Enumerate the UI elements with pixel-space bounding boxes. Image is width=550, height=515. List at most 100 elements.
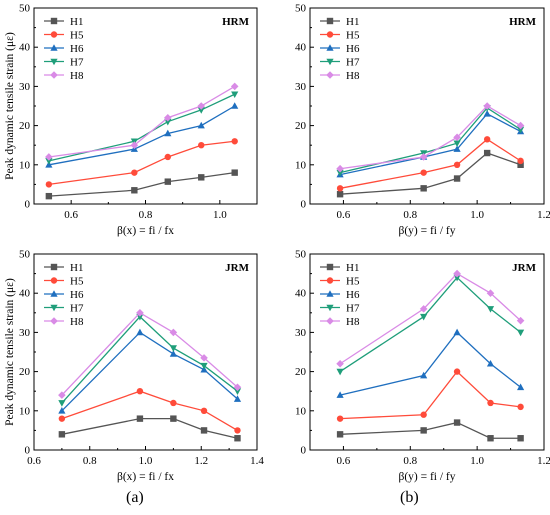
data-point xyxy=(231,169,238,176)
data-point xyxy=(230,82,239,91)
series-H6 xyxy=(58,328,242,414)
chart-title: HRM xyxy=(222,16,250,28)
data-point xyxy=(453,133,461,142)
data-point xyxy=(170,415,177,422)
legend-label: H6 xyxy=(346,43,360,55)
data-point xyxy=(136,328,144,336)
data-point xyxy=(420,313,428,321)
data-point xyxy=(58,431,66,438)
series-line xyxy=(48,171,235,197)
data-point xyxy=(419,305,428,313)
data-point xyxy=(131,169,138,176)
legend-label: H8 xyxy=(346,316,360,328)
legend-marker xyxy=(50,58,58,66)
data-point xyxy=(516,316,525,325)
y-tick-label: 40 xyxy=(19,288,31,300)
data-point xyxy=(231,102,239,109)
legend-marker xyxy=(326,317,334,325)
series-H7 xyxy=(336,274,525,376)
legend-label: H8 xyxy=(70,316,84,328)
x-tick-label: 0.8 xyxy=(139,209,153,221)
x-tick-label: 1.4 xyxy=(250,455,264,467)
legend-marker xyxy=(50,71,58,79)
y-tick-label: 10 xyxy=(19,405,31,417)
data-point xyxy=(453,368,461,375)
y-tick-label: 50 xyxy=(19,249,31,261)
x-tick-label: 0.6 xyxy=(27,455,41,467)
data-point xyxy=(453,175,461,182)
data-point xyxy=(453,328,461,336)
series-line xyxy=(48,105,236,166)
data-point xyxy=(164,113,172,122)
data-point xyxy=(453,140,461,148)
x-tick-label: 1.0 xyxy=(470,209,484,221)
data-point xyxy=(453,161,461,168)
caption-a: (a) xyxy=(126,489,144,506)
series-line xyxy=(340,370,521,420)
series-line xyxy=(339,138,521,189)
series-line xyxy=(61,315,238,404)
chart-top-left: 0 10 20 30 40 50 0.6 0.8 1.0 β(x) = fi / fx Peak d… xyxy=(4,3,258,237)
y-tick-label: 0 xyxy=(25,445,31,457)
x-tick-label: 1.2 xyxy=(537,455,550,467)
x-axis-label: β(x) = fi / fx xyxy=(117,225,174,237)
x-tick-label: 1.2 xyxy=(194,455,208,467)
data-point xyxy=(45,192,53,200)
chart-title: JRM xyxy=(512,262,536,274)
data-point xyxy=(483,102,491,110)
data-point xyxy=(136,415,144,422)
legend-label: H7 xyxy=(346,57,360,69)
series-H8 xyxy=(336,269,525,368)
legend-marker xyxy=(50,277,58,284)
data-point xyxy=(200,407,208,414)
legend-label: H5 xyxy=(70,276,84,288)
legend-label: H5 xyxy=(346,276,360,288)
legend-label: H8 xyxy=(70,70,84,82)
y-tick-label: 0 xyxy=(301,445,307,457)
legend-marker xyxy=(326,31,334,38)
legend-label: H7 xyxy=(70,303,84,315)
series-H1 xyxy=(336,419,524,442)
series-line xyxy=(48,93,235,162)
data-point xyxy=(517,157,524,165)
x-tick-label: 0.6 xyxy=(337,209,351,221)
x-tick-label: 1.2 xyxy=(537,209,550,221)
series-H7 xyxy=(45,91,239,165)
series-line xyxy=(340,152,521,195)
data-point xyxy=(200,427,208,434)
data-point xyxy=(453,145,461,152)
data-point xyxy=(169,345,177,352)
y-tick-label: 20 xyxy=(295,120,307,132)
series-H8 xyxy=(45,82,239,161)
y-axis-label: Peak dynamic tensile strain (με) xyxy=(4,32,16,180)
series-line xyxy=(339,105,521,170)
chart-bottom-left: 0 10 20 30 40 50 0.6 0.8 1.0 1.2 1.4 β(x) = fi / fx… xyxy=(4,249,264,484)
y-tick-label: 10 xyxy=(295,159,307,171)
series-H8 xyxy=(336,102,525,173)
series-line xyxy=(61,390,238,431)
y-tick-label: 0 xyxy=(301,199,307,211)
data-point xyxy=(197,107,205,114)
legend-marker xyxy=(326,17,334,25)
legend-marker xyxy=(50,304,58,312)
data-point xyxy=(58,400,66,407)
y-tick-label: 50 xyxy=(19,3,31,15)
data-point xyxy=(336,415,344,422)
caption-b: (b) xyxy=(400,489,419,506)
x-tick-label: 0.6 xyxy=(64,209,78,221)
data-point xyxy=(169,350,177,357)
y-tick-label: 40 xyxy=(295,42,307,54)
chart-title: HRM xyxy=(509,16,537,28)
data-point xyxy=(45,158,53,165)
data-point xyxy=(517,161,524,168)
data-point xyxy=(198,174,205,181)
series-line xyxy=(339,272,522,365)
data-point xyxy=(164,153,171,161)
legend-label: H1 xyxy=(346,262,359,274)
legend-label: H1 xyxy=(70,262,83,274)
data-point xyxy=(200,362,208,370)
x-tick-label: 1.0 xyxy=(213,209,227,221)
data-point xyxy=(517,403,524,411)
